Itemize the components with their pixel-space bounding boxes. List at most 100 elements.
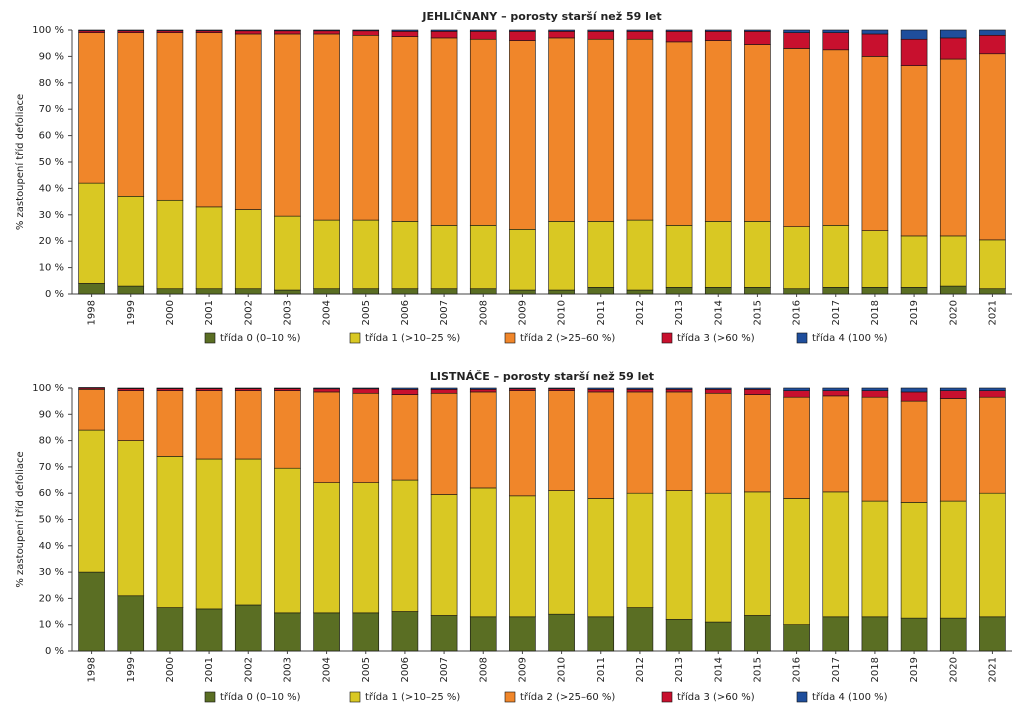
bar-segment [78, 182, 105, 284]
bar-segment [509, 495, 536, 618]
bar-segment [391, 288, 419, 295]
bar-segment [430, 37, 458, 226]
bar-segment [430, 31, 458, 39]
bar-segment [979, 239, 1006, 290]
x-tick-label: 2007 [439, 657, 450, 682]
bar-segment [352, 388, 380, 394]
y-tick-label: 60 % [39, 488, 64, 499]
x-tick-label: 2005 [361, 300, 372, 325]
bar-segment [117, 440, 145, 597]
bar-segment [900, 391, 928, 402]
x-tick-label: 2002 [243, 300, 254, 325]
bar-segment [548, 289, 575, 295]
bar-segment [587, 38, 615, 222]
x-tick-label: 2003 [282, 300, 293, 325]
legend-label: třída 1 (>10–25 %) [365, 332, 460, 344]
bar-segment [509, 390, 536, 497]
bar-segment [900, 38, 928, 66]
bar-segment [78, 429, 105, 573]
bar-segment [744, 44, 771, 222]
bar-segment [626, 31, 654, 40]
legend-swatch [661, 332, 673, 344]
bar-segment [822, 29, 850, 33]
bar-segment [78, 283, 105, 295]
x-tick-label: 1999 [126, 657, 137, 682]
bar-segment [195, 388, 223, 391]
bar-segment [822, 225, 850, 288]
bar-segment [469, 391, 497, 489]
bar-segment [234, 30, 262, 35]
bar-segment [78, 29, 105, 32]
y-tick-label: 60 % [39, 131, 64, 142]
bar-segment [900, 29, 928, 40]
bar-segment [469, 616, 497, 652]
legend-swatch [204, 691, 216, 703]
bar-segment [469, 225, 497, 290]
x-tick-label: 2010 [557, 300, 568, 325]
bar-segment [430, 387, 458, 390]
y-tick-label: 40 % [39, 183, 64, 194]
bar-segment [744, 394, 771, 493]
bar-segment [783, 48, 810, 227]
bar-segment [979, 53, 1006, 241]
y-tick-label: 80 % [39, 436, 64, 447]
x-tick-label: 2006 [400, 657, 411, 682]
x-tick-label: 1999 [126, 300, 137, 325]
bar-segment [665, 619, 693, 652]
legend-swatch [796, 691, 808, 703]
bar-segment [704, 492, 732, 623]
x-tick-label: 2008 [478, 657, 489, 682]
y-tick-label: 20 % [39, 236, 64, 247]
bar-segment [117, 387, 145, 389]
x-tick-label: 2015 [752, 657, 763, 682]
x-tick-label: 2011 [596, 300, 607, 325]
bar-segment [509, 29, 536, 32]
bar-segment [587, 389, 615, 393]
x-tick-label: 2021 [987, 657, 998, 682]
bar-segment [391, 221, 419, 290]
bar-segment [979, 29, 1006, 36]
legend-swatch [661, 691, 673, 703]
bar-segment [587, 498, 615, 618]
bar-segment [391, 479, 419, 612]
bar-segment [939, 617, 967, 652]
bar-segment [861, 387, 889, 391]
legend-swatch [796, 332, 808, 344]
bar-segment [117, 29, 145, 32]
bar-segment [195, 32, 223, 208]
bar-segment [744, 287, 771, 295]
legend-label: třída 3 (>60 %) [677, 691, 755, 703]
bar-segment [234, 288, 262, 295]
y-axis-label: % zastoupení tříd defoliace [14, 94, 26, 230]
bar-segment [626, 389, 654, 393]
x-tick-label: 2002 [243, 657, 254, 682]
bar-segment [509, 289, 536, 295]
bar-segment [783, 288, 810, 295]
x-tick-label: 2004 [322, 300, 333, 325]
bar-segment [195, 29, 223, 32]
bar-segment [391, 394, 419, 481]
y-tick-label: 90 % [39, 51, 64, 62]
bar-segment [352, 612, 380, 652]
bar-segment [626, 38, 654, 221]
x-tick-label: 2019 [909, 300, 920, 325]
bar-segment [469, 31, 497, 40]
bar-segment [587, 29, 615, 32]
x-tick-label: 2000 [165, 300, 176, 325]
x-tick-label: 2012 [635, 657, 646, 682]
legend-label: třída 0 (0–10 %) [220, 332, 301, 344]
bar-segment [665, 31, 693, 43]
bar-segment [626, 289, 654, 295]
bar-segment [783, 32, 810, 49]
bar-segment [744, 387, 771, 390]
bar-segment [783, 226, 810, 290]
bar-segment [117, 285, 145, 295]
y-tick-label: 10 % [39, 263, 64, 274]
bar-segment [469, 487, 497, 618]
bar-segment [979, 288, 1006, 295]
bar-segment [78, 571, 105, 652]
bar-segment [469, 29, 497, 32]
bar-segment [352, 30, 380, 36]
bar-segment [509, 31, 536, 41]
bar-segment [156, 29, 184, 32]
